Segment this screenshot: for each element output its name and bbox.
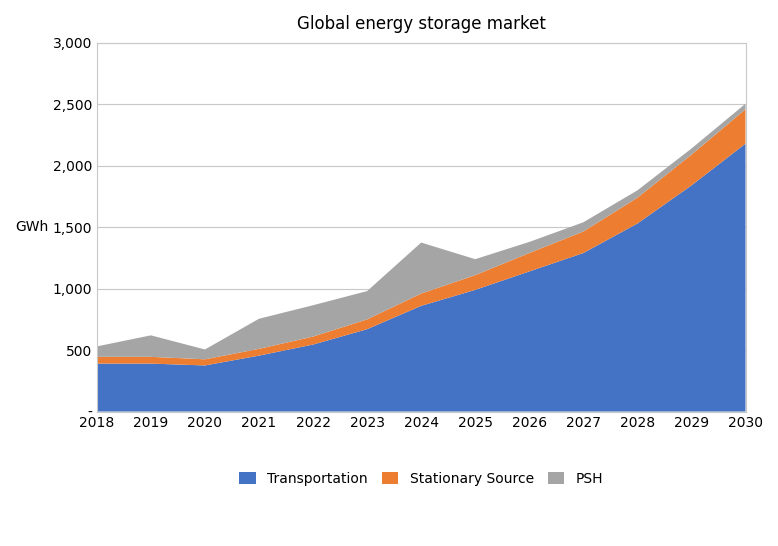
Y-axis label: GWh: GWh xyxy=(15,220,48,234)
Title: Global energy storage market: Global energy storage market xyxy=(296,15,545,33)
Legend: Transportation, Stationary Source, PSH: Transportation, Stationary Source, PSH xyxy=(234,466,608,491)
